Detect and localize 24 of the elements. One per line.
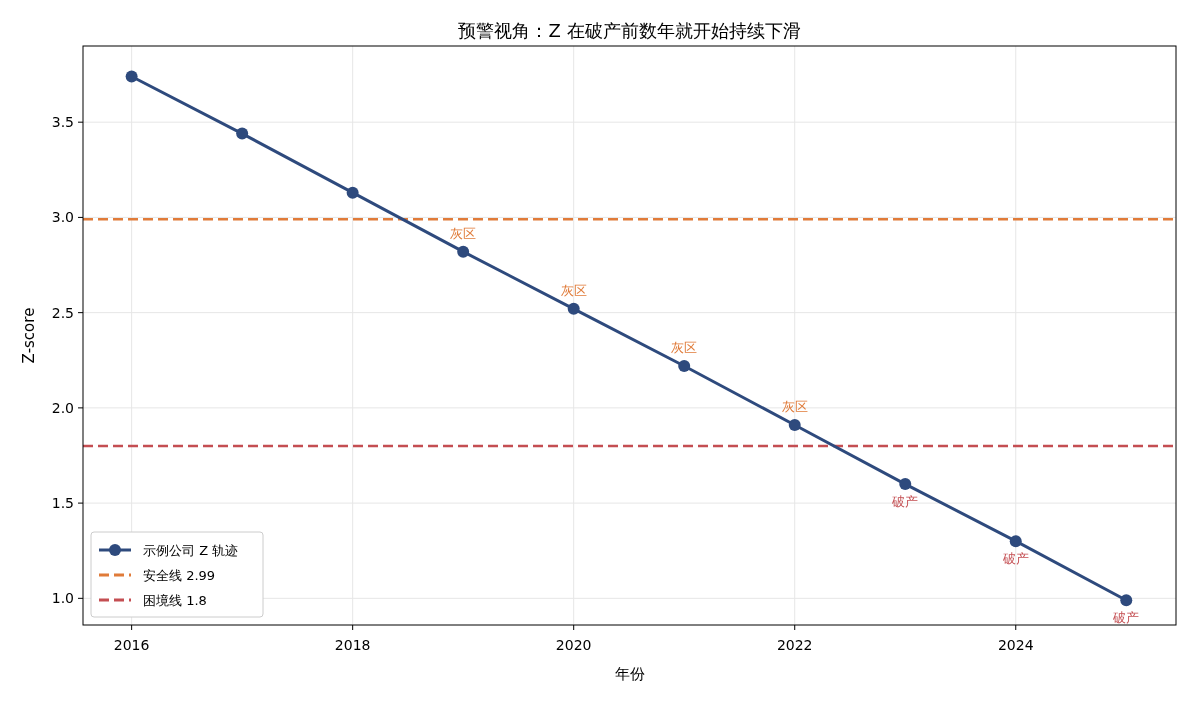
legend-label: 安全线 2.99 <box>143 568 216 583</box>
annotation: 灰区 <box>671 339 698 355</box>
annotation: 破产 <box>1001 551 1029 567</box>
x-tick-label: 2024 <box>997 637 1034 653</box>
x-tick-label: 2020 <box>555 637 592 653</box>
annotation: 破产 <box>891 494 919 510</box>
legend-label: 示例公司 Z 轨迹 <box>143 543 239 558</box>
x-tick-label: 2016 <box>113 637 150 653</box>
y-tick-label: 1.0 <box>51 590 74 607</box>
y-tick-label: 1.5 <box>51 495 74 512</box>
annotation: 灰区 <box>450 225 477 241</box>
y-tick-label: 2.0 <box>51 399 74 416</box>
chart-title: 预警视角：Z 在破产前数年就开始持续下滑 <box>458 20 801 41</box>
x-tick-label: 2022 <box>776 637 813 653</box>
annotation: 灰区 <box>781 399 808 415</box>
y-axis-title: Z-score <box>20 307 38 364</box>
y-tick-label: 3.0 <box>51 209 74 226</box>
annotation: 破产 <box>1112 610 1140 626</box>
annotation: 灰区 <box>560 282 587 298</box>
legend-label: 困境线 1.8 <box>143 593 207 608</box>
y-tick-label: 2.5 <box>51 304 74 321</box>
y-tick-label: 3.5 <box>51 114 74 131</box>
x-axis-title: 年份 <box>614 665 645 683</box>
x-tick-label: 2018 <box>334 637 371 653</box>
